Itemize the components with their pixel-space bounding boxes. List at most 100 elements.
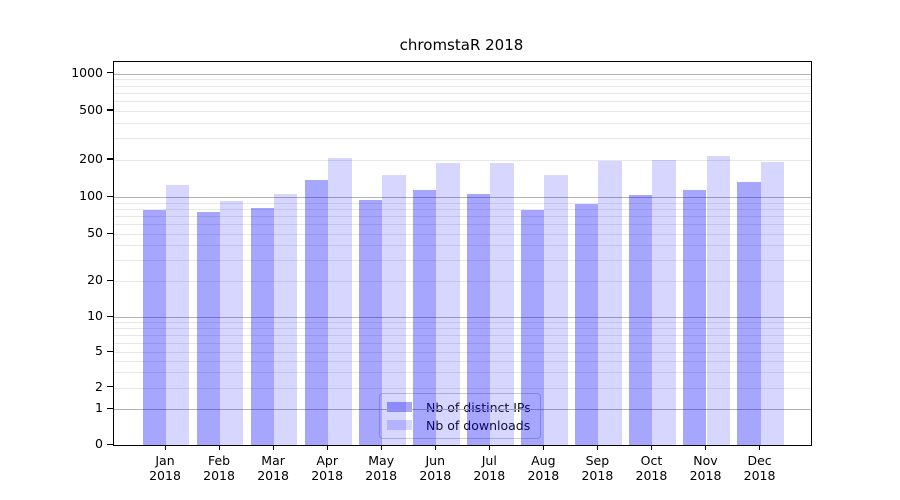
x-tick-label-year: 2018 [203,467,235,483]
gridline-minor [114,122,811,124]
x-tick-label: Sep 2018 [567,453,627,483]
x-tick-label: May 2018 [351,453,411,483]
x-tick-label-year: 2018 [149,467,181,483]
x-tick-label-year: 2018 [365,467,398,483]
x-tick-mark [272,445,274,450]
y-tick-label: 20 [87,272,103,287]
gridline-minor [114,208,811,210]
bar-nb-of-downloads-feb [220,200,244,445]
gridline-minor [114,352,811,353]
bar-nb-of-distinct-ips-mar [250,208,275,445]
y-tick-label: 50 [87,225,103,240]
y-tick-mark [107,279,113,281]
bar-nb-of-distinct-ips-jan [142,209,166,445]
y-tick-mark [107,158,113,160]
chart-title: chromstaR 2018 [399,36,524,54]
y-tick-label: 0 [95,436,103,451]
gridline-major [114,73,811,75]
x-tick-label-year: 2018 [473,467,506,483]
x-tick-mark [705,445,707,450]
x-tick-label: Nov 2018 [676,453,736,483]
x-tick-mark [650,445,653,450]
y-tick-mark [107,350,113,352]
gridline-minor [114,79,811,81]
y-tick-label: 1 [95,400,103,416]
x-tick-label: Oct 2018 [621,453,681,483]
bar-nb-of-downloads-apr [328,157,352,445]
y-tick-mark [107,407,113,410]
bar-nb-of-distinct-ips-jun [412,189,437,445]
bar-nb-of-distinct-ips-sep [575,204,599,445]
x-tick-mark [488,445,491,450]
x-tick-mark [164,445,166,450]
legend-item-downloads: Nb of downloads [387,418,532,433]
y-tick-mark [107,386,113,388]
y-tick-label: 500 [79,101,103,117]
x-tick-label: Aug 2018 [513,453,573,483]
gridline-minor [114,224,811,226]
bar-nb-of-downloads-sep [598,160,622,445]
bar-nb-of-downloads-jul [490,163,514,445]
gridline-minor [114,159,811,161]
bar-nb-of-distinct-ips-aug [520,209,545,445]
gridline-minor [114,322,811,324]
gridline-minor [114,371,811,373]
y-tick-label: 200 [79,150,103,166]
x-tick-label: Dec 2018 [730,453,790,483]
x-tick-label: Jul 2018 [459,453,519,483]
gridline-minor [114,202,811,204]
gridline-minor [114,387,811,389]
bar-nb-of-downloads-nov [706,156,730,445]
y-tick-mark [107,443,113,445]
y-tick-label: 2 [95,378,103,394]
x-tick-mark [218,445,220,450]
bar-nb-of-downloads-jan [166,185,190,445]
bar-nb-of-downloads-oct [652,159,676,445]
bar-nb-of-distinct-ips-dec [737,181,761,445]
gridline-minor [114,360,811,362]
gridline-minor [114,260,811,262]
bar-nb-of-downloads-jun [436,163,460,445]
x-tick-mark [596,445,599,450]
bar-nb-of-downloads-mar [274,194,298,445]
y-tick-mark [107,315,113,317]
legend-item-distinct-ips: Nb of distinct IPs [387,400,532,415]
gridline-minor [114,234,811,235]
x-tick-label-year: 2018 [311,467,344,483]
gridline-minor [114,245,811,247]
bar-nb-of-downloads-may [382,175,406,445]
y-tick-label: 100 [79,188,103,203]
y-tick-label: 10 [87,308,103,323]
bar-nb-of-downloads-aug [544,175,568,445]
gridline-minor [114,216,811,218]
bar-nb-of-distinct-ips-jul [466,193,491,445]
x-tick-label: Apr 2018 [297,453,357,483]
x-tick-label-year: 2018 [257,467,289,483]
gridline-minor [114,85,811,87]
x-tick-label-year: 2018 [419,467,452,483]
gridline-minor [114,328,811,330]
legend: Nb of distinct IPs Nb of downloads [379,393,541,439]
gridline-minor [114,92,811,94]
bar-nb-of-distinct-ips-may [358,200,383,445]
x-tick-label: Jan 2018 [135,453,195,483]
y-tick-label: 5 [95,343,103,358]
gridline-minor [114,335,811,336]
x-tick-mark [434,445,437,450]
bar-nb-of-distinct-ips-apr [304,179,329,445]
gridline-major [114,409,811,411]
x-tick-label: Mar 2018 [243,453,303,483]
x-tick-mark [542,445,545,450]
y-tick-mark [107,195,113,197]
bar-nb-of-distinct-ips-feb [196,212,221,445]
gridline-major [114,317,811,318]
legend-swatch-distinct-ips [387,402,412,412]
x-tick-label-year: 2018 [743,467,776,483]
gridline-minor [114,342,811,344]
x-tick-mark [759,445,761,450]
x-tick-mark [326,445,328,450]
gridline-minor [114,281,811,282]
x-tick-label: Jun 2018 [405,453,465,483]
bar-nb-of-downloads-dec [760,161,784,445]
gridline-minor [114,110,811,112]
